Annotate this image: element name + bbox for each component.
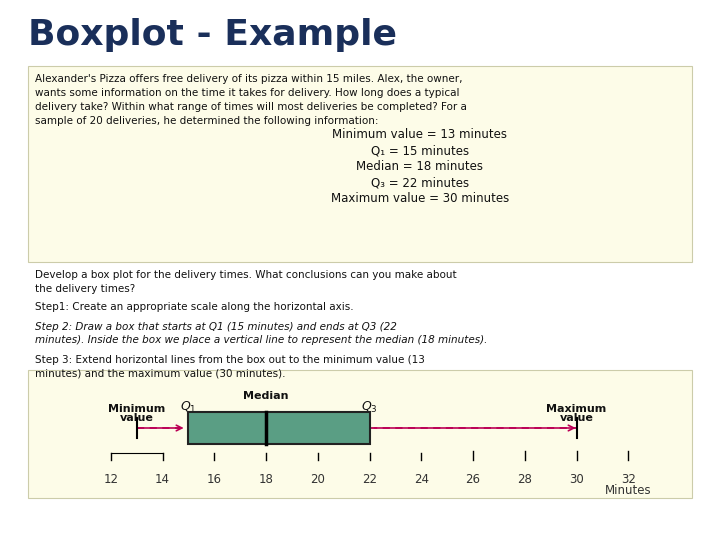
Text: minutes) and the maximum value (30 minutes).: minutes) and the maximum value (30 minut… <box>35 368 286 378</box>
Text: 22: 22 <box>362 473 377 486</box>
Text: 28: 28 <box>518 473 532 486</box>
Text: 18: 18 <box>258 473 274 486</box>
Text: sample of 20 deliveries, he determined the following information:: sample of 20 deliveries, he determined t… <box>35 116 379 126</box>
Text: Median = 18 minutes: Median = 18 minutes <box>356 160 484 173</box>
Text: Maximum: Maximum <box>546 404 607 414</box>
Text: wants some information on the time it takes for delivery. How long does a typica: wants some information on the time it ta… <box>35 88 459 98</box>
Text: Q₃ = 22 minutes: Q₃ = 22 minutes <box>371 176 469 189</box>
Bar <box>189 412 369 444</box>
Text: 26: 26 <box>466 473 480 486</box>
Text: Minimum: Minimum <box>108 404 166 414</box>
Text: Q₁ = 15 minutes: Q₁ = 15 minutes <box>371 144 469 157</box>
Text: $Q_1$: $Q_1$ <box>180 400 197 415</box>
Text: value: value <box>120 413 153 423</box>
Text: Step1: Create an appropriate scale along the horizontal axis.: Step1: Create an appropriate scale along… <box>35 302 354 312</box>
Text: Minimum value = 13 minutes: Minimum value = 13 minutes <box>333 128 508 141</box>
Text: Step 2: Draw a box that starts at Q1 (15 minutes) and ends at Q3 (22: Step 2: Draw a box that starts at Q1 (15… <box>35 322 397 332</box>
Text: Alexander's Pizza offers free delivery of its pizza within 15 miles. Alex, the o: Alexander's Pizza offers free delivery o… <box>35 74 462 84</box>
Text: Minutes: Minutes <box>605 484 652 497</box>
FancyBboxPatch shape <box>28 66 692 262</box>
Text: Step 3: Extend horizontal lines from the box out to the minimum value (13: Step 3: Extend horizontal lines from the… <box>35 355 425 365</box>
FancyBboxPatch shape <box>28 370 692 498</box>
Text: 20: 20 <box>310 473 325 486</box>
Text: Maximum value = 30 minutes: Maximum value = 30 minutes <box>331 192 509 205</box>
Text: Boxplot - Example: Boxplot - Example <box>28 18 397 52</box>
Text: 16: 16 <box>207 473 222 486</box>
Text: minutes). Inside the box we place a vertical line to represent the median (18 mi: minutes). Inside the box we place a vert… <box>35 335 487 345</box>
Text: delivery take? Within what range of times will most deliveries be completed? For: delivery take? Within what range of time… <box>35 102 467 112</box>
Text: 12: 12 <box>104 473 118 486</box>
Text: the delivery times?: the delivery times? <box>35 284 135 294</box>
Text: 30: 30 <box>569 473 584 486</box>
Text: $Q_3$: $Q_3$ <box>361 400 378 415</box>
Text: 32: 32 <box>621 473 636 486</box>
Text: Median: Median <box>243 391 289 401</box>
Text: 24: 24 <box>414 473 429 486</box>
Text: Develop a box plot for the delivery times. What conclusions can you make about: Develop a box plot for the delivery time… <box>35 270 456 280</box>
Text: value: value <box>559 413 593 423</box>
Text: 14: 14 <box>155 473 170 486</box>
